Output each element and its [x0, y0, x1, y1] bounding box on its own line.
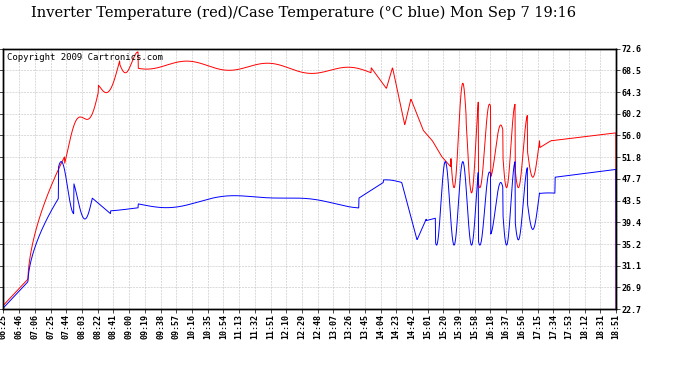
- Text: Inverter Temperature (red)/Case Temperature (°C blue) Mon Sep 7 19:16: Inverter Temperature (red)/Case Temperat…: [31, 6, 576, 20]
- Text: Copyright 2009 Cartronics.com: Copyright 2009 Cartronics.com: [6, 53, 162, 62]
